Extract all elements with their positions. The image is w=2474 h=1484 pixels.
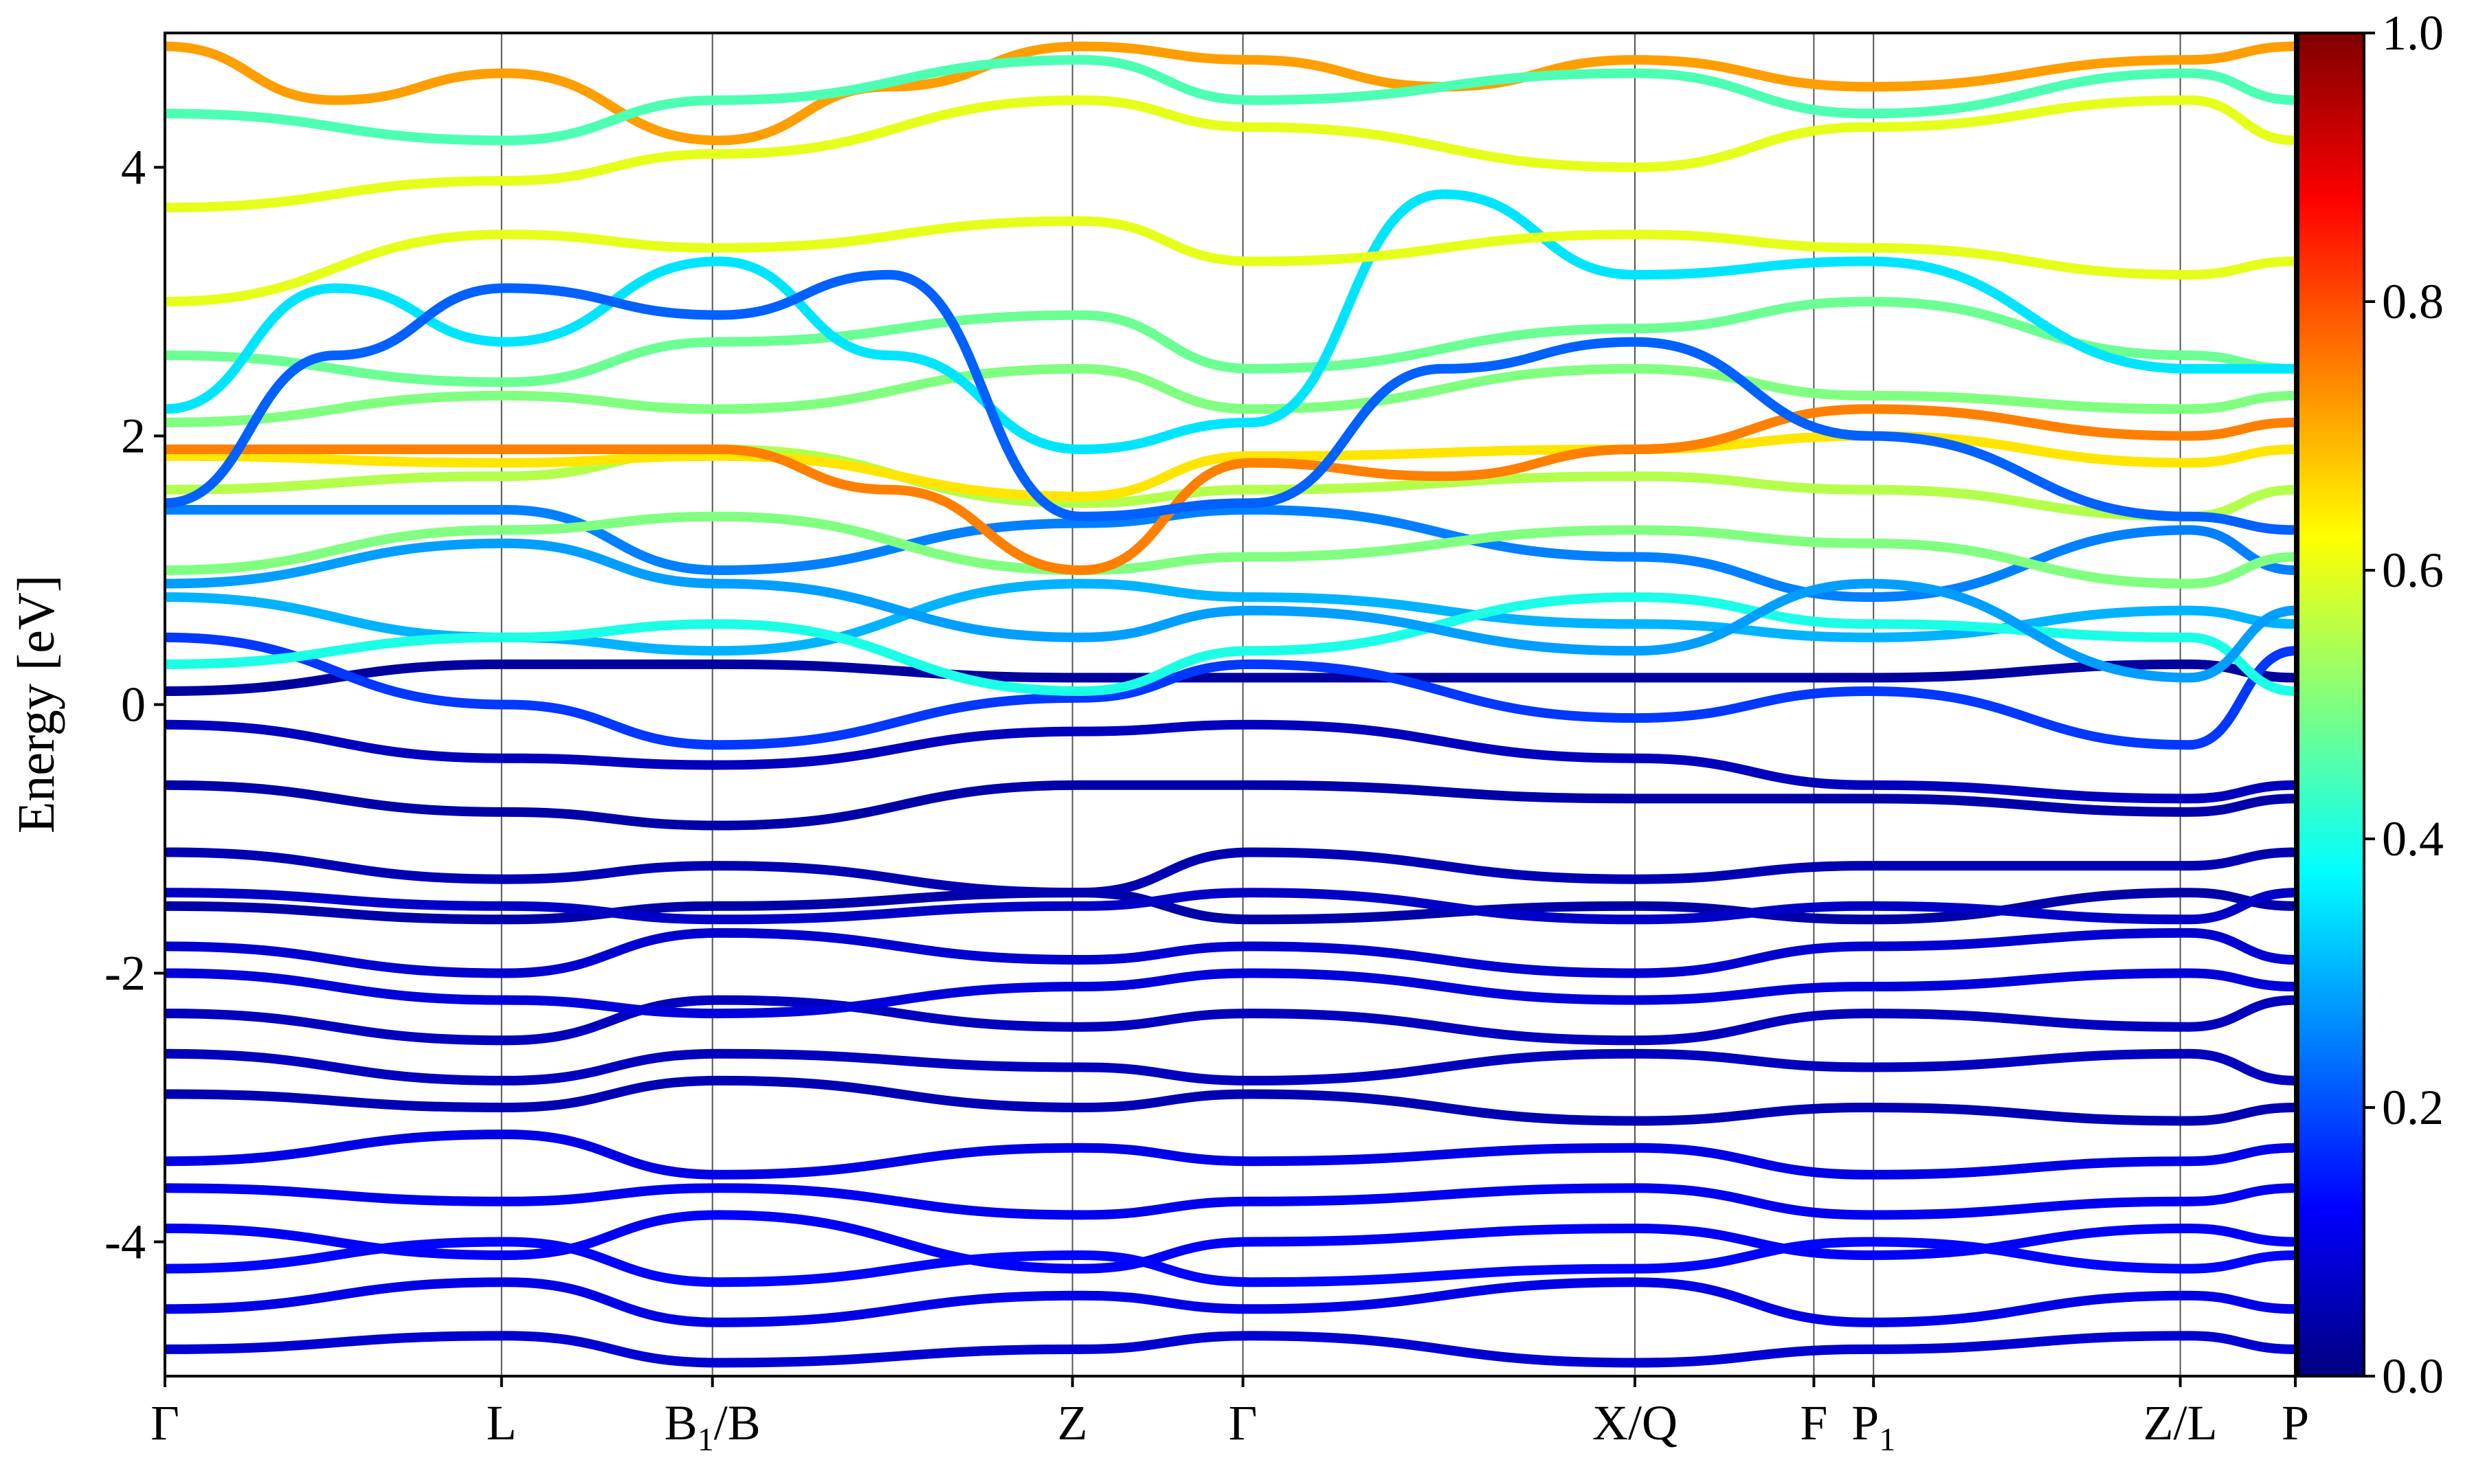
band-28 — [165, 55, 2295, 146]
x-tick-label-4: Γ — [1229, 1395, 1258, 1450]
band-20 — [165, 404, 2295, 576]
x-tick-label-9: P — [2282, 1395, 2309, 1450]
x-tick-label-0: Γ — [151, 1395, 179, 1450]
band-32 — [165, 1237, 2295, 1288]
band-10 — [165, 780, 2295, 831]
y-axis-ticks: 4 2 0 -2 -4 — [104, 140, 165, 1270]
colorbar-tick-label-5: 0.0 — [2382, 1349, 2444, 1404]
band-11 — [165, 659, 2295, 696]
x-tick-label-7: P1 — [1851, 1395, 1895, 1458]
band-12 — [165, 719, 2295, 804]
band-22 — [165, 296, 2295, 387]
band-26 — [165, 95, 2295, 213]
band-33 — [165, 538, 2295, 683]
colorbar-tick-label-1: 0.8 — [2382, 274, 2444, 329]
y-tick-label-2: 0 — [121, 677, 146, 732]
band-27 — [165, 41, 2295, 146]
band-7 — [165, 928, 2295, 978]
band-4 — [165, 1331, 2295, 1368]
colorbar-tick-label-0: 1.0 — [2382, 5, 2444, 60]
x-tick-label-1: L — [487, 1395, 517, 1450]
colorbar-tick-label-4: 0.2 — [2382, 1080, 2444, 1135]
y-tick-label-1: 2 — [121, 409, 146, 464]
band-5 — [165, 995, 2295, 1046]
band-1 — [165, 1129, 2295, 1180]
colorbar-ticks: 1.0 0.8 0.6 0.4 0.2 0.0 — [2364, 5, 2444, 1404]
x-tick-label-8: Z/L — [2143, 1395, 2218, 1450]
band-24 — [165, 269, 2295, 535]
colorbar — [2297, 32, 2365, 1378]
bands — [165, 41, 2295, 1368]
x-tick-label-3: Z — [1058, 1395, 1088, 1450]
band-21 — [165, 363, 2295, 427]
y-tick-label-3: -2 — [104, 946, 146, 1001]
x-tick-label-2: B1/B — [665, 1395, 761, 1458]
x-tick-label-5: X/Q — [1592, 1395, 1678, 1450]
colorbar-tick-label-2: 0.6 — [2382, 543, 2444, 598]
band-13 — [165, 632, 2295, 750]
band-3 — [165, 1277, 2295, 1327]
band-17 — [165, 511, 2295, 589]
band-19 — [165, 431, 2295, 502]
band-18 — [165, 444, 2295, 521]
band-30 — [165, 968, 2295, 1019]
band-31 — [165, 1183, 2295, 1220]
band-2 — [165, 1210, 2295, 1274]
x-axis-ticks: Γ L B1/B Z Γ X/Q F P1 Z/L P — [151, 1376, 2309, 1458]
y-tick-label-4: -4 — [104, 1215, 146, 1270]
band-9 — [165, 847, 2295, 898]
band-25 — [165, 216, 2295, 306]
x-tick-label-6: F — [1800, 1395, 1827, 1450]
band-14 — [165, 504, 2295, 603]
colorbar-tick-label-3: 0.4 — [2382, 811, 2444, 866]
band-23 — [165, 189, 2295, 455]
y-tick-label-0: 4 — [121, 140, 146, 195]
y-axis-label: Energy [eV] — [8, 575, 65, 833]
band-8 — [165, 1048, 2295, 1086]
band-0 — [165, 1075, 2295, 1126]
band-29 — [165, 888, 2295, 925]
